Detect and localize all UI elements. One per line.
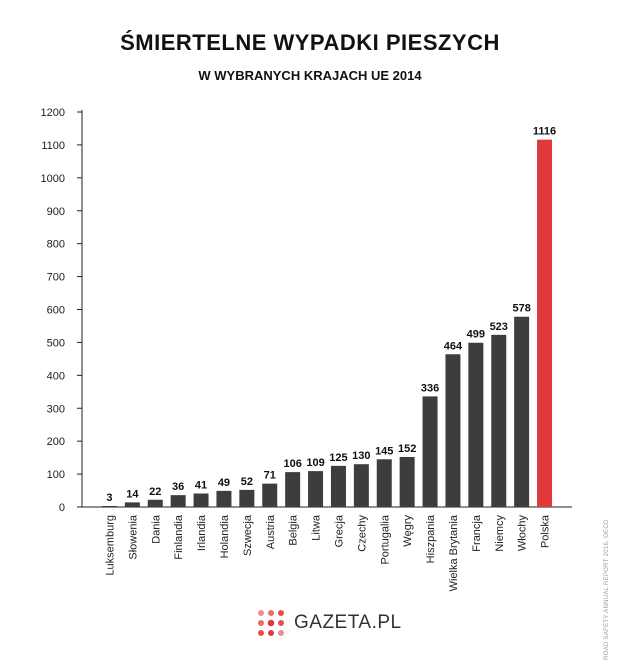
x-tick-label-5: Holandia (219, 514, 231, 558)
x-tick-label-12: Portugalia (379, 514, 391, 564)
y-tick-label: 100 (47, 469, 65, 481)
value-labels: 3 14 22 36 41 49 52 71 106 109 125 130 145 152 336 464 4… (106, 126, 556, 504)
value-label-2: 22 (149, 486, 161, 498)
y-axis: 0 100 200 300 400 500 600 700 800 900 1000 1100 1200 (41, 107, 572, 514)
bar-5 (216, 490, 232, 507)
x-tick-label-13: Węgry (402, 515, 414, 547)
bar-14 (422, 396, 438, 507)
value-label-1: 14 (126, 488, 139, 500)
chart-subtitle: W WYBRANYCH KRAJACH UE 2014 (198, 68, 422, 83)
x-tick-label-8: Belgia (288, 514, 300, 545)
bar-1 (124, 502, 140, 507)
source-note: ROAD SAFETY ANNUAL REPORT 2016, OECD (604, 519, 610, 660)
value-label-4: 41 (195, 480, 207, 492)
gazeta-dots-logo-icon (258, 610, 284, 636)
value-label-8: 106 (283, 458, 301, 470)
value-label-5: 49 (218, 477, 230, 489)
y-tick-label: 1100 (41, 140, 65, 152)
bar-0 (101, 506, 117, 507)
logo: GAZETA.PL (256, 608, 402, 638)
value-label-9: 109 (306, 457, 324, 469)
value-label-13: 152 (398, 443, 416, 455)
bar-13 (399, 456, 415, 507)
x-tick-label-17: Niemcy (494, 515, 506, 552)
value-label-12: 145 (375, 445, 393, 457)
x-tick-label-11: Czechy (356, 515, 368, 552)
x-tick-label-2: Dania (150, 514, 162, 544)
logo-text: GAZETA.PL (294, 612, 402, 633)
value-label-19: 1116 (533, 126, 556, 138)
value-label-14: 336 (421, 382, 439, 394)
x-tick-label-15: Wielka Brytania (448, 514, 460, 591)
x-tick-label-16: Francja (471, 514, 483, 552)
value-label-15: 464 (444, 340, 463, 352)
value-label-6: 52 (241, 476, 253, 488)
x-tick-label-10: Grecja (333, 514, 345, 547)
bar-15 (445, 354, 461, 507)
chart-title: ŚMIERTELNE WYPADKI PIESZYCH (120, 30, 500, 55)
bar-9 (308, 471, 324, 507)
bar-10 (330, 465, 346, 507)
x-axis-labels: Luksemburg Słowenia Dania Finlandia Irlandia… (104, 514, 551, 591)
bar-8 (285, 472, 301, 507)
bar-16 (468, 342, 484, 507)
bar-19 (537, 139, 553, 507)
y-tick-label: 800 (47, 239, 65, 251)
x-tick-label-7: Austria (265, 514, 277, 549)
bar-2 (147, 499, 163, 507)
x-tick-label-6: Szwecja (242, 514, 254, 556)
value-label-17: 523 (490, 321, 508, 333)
bar-18 (514, 316, 530, 507)
bar-17 (491, 334, 507, 507)
x-tick-label-9: Litwa (311, 514, 323, 541)
bar-7 (262, 483, 278, 507)
value-label-18: 578 (512, 303, 530, 315)
y-tick-label: 1000 (41, 173, 65, 185)
x-tick-label-1: Słowenia (127, 514, 139, 560)
x-tick-label-14: Hiszpania (425, 514, 437, 563)
bars (101, 139, 553, 507)
y-tick-label: 400 (47, 370, 65, 382)
x-tick-label-18: Włochy (517, 515, 529, 552)
value-label-0: 3 (106, 492, 112, 504)
bar-3 (170, 495, 186, 507)
bar-11 (353, 464, 369, 507)
y-tick-label: 600 (47, 305, 65, 317)
value-label-11: 130 (352, 450, 370, 462)
y-tick-label: 1200 (41, 107, 65, 119)
value-label-10: 125 (329, 452, 347, 464)
y-tick-label: 0 (59, 502, 65, 514)
bar-12 (376, 459, 392, 507)
y-tick-label: 500 (47, 337, 65, 349)
x-tick-label-4: Irlandia (196, 514, 208, 551)
y-tick-label: 900 (47, 206, 65, 218)
y-tick-label: 200 (47, 436, 65, 448)
x-tick-label-3: Finlandia (173, 514, 185, 560)
y-tick-label: 300 (47, 403, 65, 415)
y-tick-label: 700 (47, 272, 65, 284)
bar-4 (193, 493, 209, 507)
bar-chart: 0 100 200 300 400 500 600 700 800 900 1000 1100 1200… (41, 107, 572, 591)
x-tick-label-0: Luksemburg (104, 515, 116, 576)
value-label-7: 71 (264, 470, 276, 482)
bar-6 (239, 489, 255, 507)
value-label-16: 499 (467, 329, 485, 341)
x-tick-label-19: Polska (540, 514, 552, 548)
value-label-3: 36 (172, 481, 184, 493)
